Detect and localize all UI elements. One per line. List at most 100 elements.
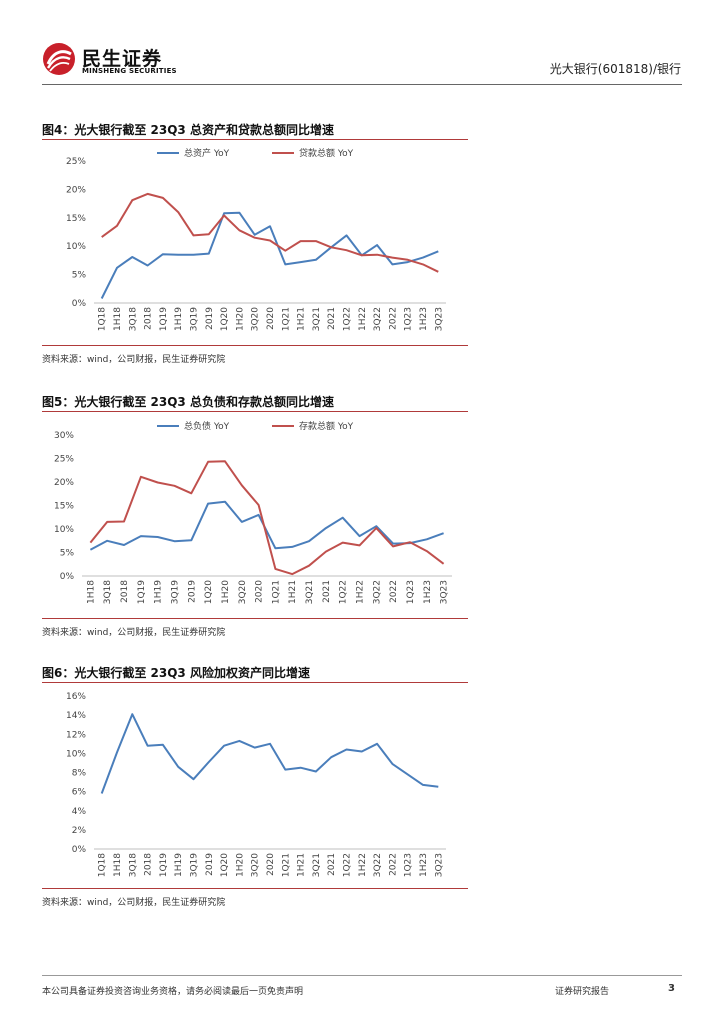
x-tick-label: 2022 [388,307,398,330]
series-line-0 [89,500,444,551]
legend-label: 存款总额 YoY [299,420,354,432]
x-tick-label: 1Q22 [339,580,349,604]
x-tick-label: 2020 [266,853,276,876]
x-tick-label: 1H20 [235,853,245,877]
x-tick-label: 1H19 [154,580,164,604]
x-tick-label: 1H19 [174,307,184,331]
company-logo: 民生证券 MINSHENG SECURITIES [42,42,192,82]
y-tick-label: 15% [66,214,86,224]
x-tick-label: 3Q22 [373,307,383,331]
x-tick-label: 1Q19 [159,853,169,878]
footer-divider [42,975,682,976]
x-tick-label: 1Q18 [98,853,108,878]
x-tick-label: 2022 [388,853,398,876]
y-tick-label: 6% [72,788,87,798]
logo-cn-text: 民生证券 [82,48,163,70]
logo-mark-icon [43,43,75,75]
figure-6: 图6：光大银行截至 23Q3 风险加权资产同比增速 0% 2% 4% 6% 8% 10% 1… [42,664,468,914]
series-line-0 [100,211,439,299]
x-tick-label: 1Q21 [281,307,291,331]
x-tick-label: 1H22 [356,580,366,604]
x-tick-label: 3Q22 [373,853,383,877]
x-tick-label: 3Q20 [238,580,248,605]
x-tick-label: 1H18 [113,853,123,877]
y-tick-label: 15% [54,502,74,512]
y-tick-label: 5% [72,271,87,281]
chart-fig6: 0% 2% 4% 6% 8% 10% 12% 14% 16% 1Q18 1H18 3Q18 2018 1Q… [66,692,446,878]
logo-en-text: MINSHENG SECURITIES [82,67,177,75]
chart-fig5: 0% 5% 10% 15% 20% 25% 30% 1H18 3Q18 2018 1Q19 1H19 3… [54,420,452,605]
series-line-1 [89,460,445,576]
x-tick-label: 3Q23 [434,853,444,877]
y-tick-label: 25% [54,455,74,465]
y-tick-label: 30% [54,431,74,441]
x-tick-label: 3Q18 [128,307,138,332]
x-tick-label: 2018 [120,580,130,603]
y-tick-label: 10% [54,525,74,535]
x-tick-label: 1Q21 [271,580,281,604]
figure-title: 图4：光大银行截至 23Q3 总资产和贷款总额同比增速 [42,123,334,137]
x-tick-label: 3Q20 [251,307,261,332]
y-tick-label: 2% [72,826,87,836]
y-tick-label: 16% [66,692,86,702]
x-tick-label: 3Q22 [372,580,382,604]
x-tick-label: 1H21 [288,580,298,604]
x-tick-label: 1Q23 [406,580,416,604]
header-divider [42,84,682,85]
x-tick-label: 1Q19 [159,307,169,332]
x-tick-label: 3Q21 [312,307,322,331]
stock-label: 光大银行(601818)/银行 [549,62,681,76]
y-tick-label: 0% [72,299,87,309]
x-tick-label: 1H20 [235,307,245,331]
y-tick-label: 20% [54,478,74,488]
x-tick-label: 3Q23 [434,307,444,331]
figure-5: 图5：光大银行截至 23Q3 总负债和存款总额同比增速 0% 5% 10% 15% 20… [42,393,468,643]
x-tick-label: 3Q21 [305,580,315,604]
y-tick-label: 10% [66,242,86,252]
y-tick-label: 12% [66,730,86,740]
title-rule [42,682,468,683]
y-tick-label: 5% [60,549,75,559]
x-tick-label: 1H23 [423,580,433,604]
title-rule [42,411,468,412]
x-tick-label: 1H23 [419,853,429,877]
x-tick-label: 3Q18 [103,580,113,605]
x-tick-label: 1H19 [174,853,184,877]
x-tick-label: 2019 [205,307,215,330]
source-note: 资料来源：wind，公司财报，民生证券研究院 [42,355,226,365]
x-tick-label: 3Q19 [189,307,199,332]
page-header: 民生证券 MINSHENG SECURITIES 光大银行(601818)/银行 [0,0,724,86]
series-line-1 [101,192,439,273]
x-tick-label: 3Q18 [128,853,138,878]
x-tick-label: 3Q20 [251,853,261,878]
x-tick-label: 1H22 [358,307,368,331]
x-tick-label: 1H18 [113,307,123,331]
y-tick-label: 4% [72,807,87,817]
footer-disclaimer: 本公司具备证券投资咨询业务资格，请务必阅读最后一页免责声明 [42,987,304,997]
source-rule [42,888,468,889]
x-tick-label: 1Q23 [404,307,414,331]
x-tick-label: 1Q19 [137,580,147,605]
x-tick-label: 2019 [205,853,215,876]
x-tick-label: 2018 [144,853,154,876]
y-tick-label: 25% [66,157,86,167]
x-tick-label: 3Q23 [440,580,450,604]
figure-title: 图5：光大银行截至 23Q3 总负债和存款总额同比增速 [42,395,334,409]
x-tick-label: 1H21 [297,307,307,331]
x-tick-label: 1Q22 [343,307,353,331]
figure-title: 图6：光大银行截至 23Q3 风险加权资产同比增速 [42,666,310,680]
source-rule [42,345,468,346]
y-tick-label: 0% [60,572,75,582]
x-tick-label: 3Q19 [189,853,199,878]
x-tick-label: 1Q20 [220,853,230,878]
y-tick-label: 8% [72,769,87,779]
x-tick-label: 1Q18 [98,307,108,332]
x-tick-label: 1H20 [221,580,231,604]
x-tick-label: 1H18 [86,580,96,604]
source-note: 资料来源：wind，公司财报，民生证券研究院 [42,628,226,638]
x-tick-label: 2019 [187,580,197,603]
x-tick-label: 3Q19 [171,580,181,605]
x-tick-label: 3Q21 [312,853,322,877]
figure-4: 图4：光大银行截至 23Q3 总资产和贷款总额同比增速 0% 5% 10% 15% 20… [42,121,468,371]
footer-report-type: 证券研究报告 [555,987,610,997]
